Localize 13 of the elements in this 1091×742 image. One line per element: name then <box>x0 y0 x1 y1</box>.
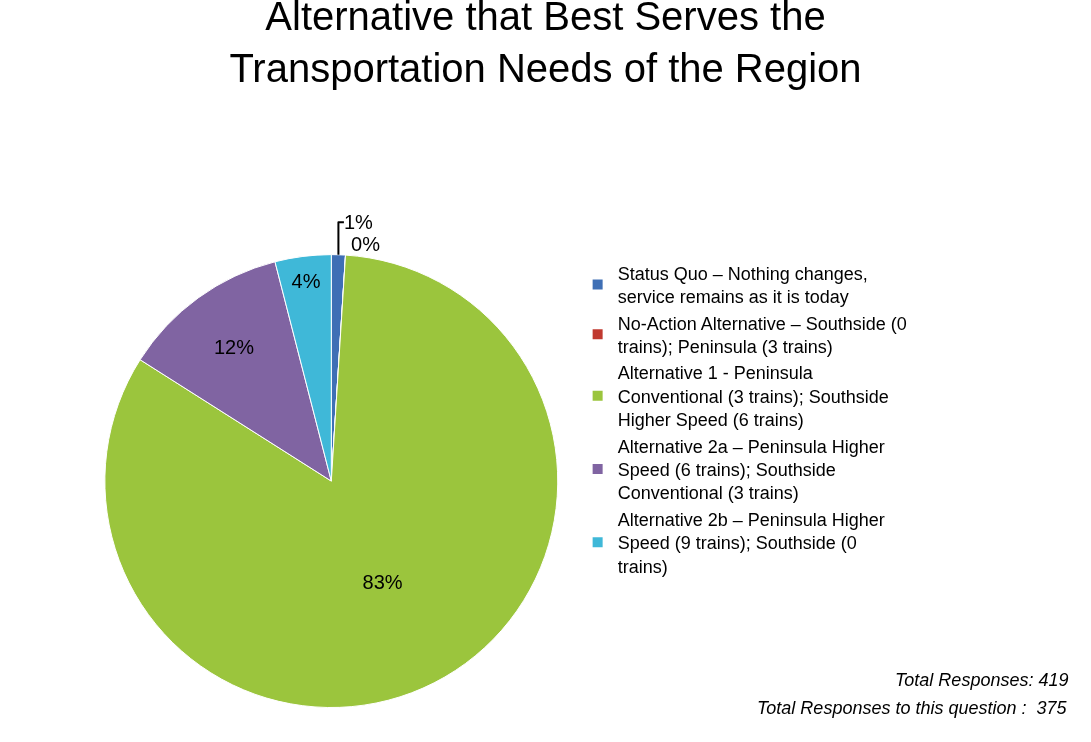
legend-label: Alternative 2b – Peninsula Higher Speed (9 trains); Southside (0 trains) <box>617 509 885 577</box>
legend-label: Alternative 1 - Peninsula Conventional (3 trains); Southside Higher Speed (6 trains) <box>617 363 889 431</box>
data-label: 4% <box>291 270 321 293</box>
text: Total Responses: 419 <box>895 670 1069 690</box>
data-label: 83% <box>362 570 403 593</box>
data-label: 1% <box>343 211 374 234</box>
legend-label: Alternative 2a – Peninsula Higher Speed (6 trains); Southside Conventional (3 trains) <box>617 436 885 504</box>
data-label: 12% <box>213 336 255 359</box>
chart-title: Alternative that Best Serves the Transportation Needs of the Region <box>229 0 862 90</box>
legend-label: No-Action Alternative – Southside (0 trains); Peninsula (3 trains) <box>617 313 907 358</box>
legend-label: Status Quo – Nothing changes, service remains as it is today <box>617 263 868 308</box>
text: Total Responses to this question : 375 <box>757 698 1068 718</box>
text: 0% <box>351 233 380 256</box>
